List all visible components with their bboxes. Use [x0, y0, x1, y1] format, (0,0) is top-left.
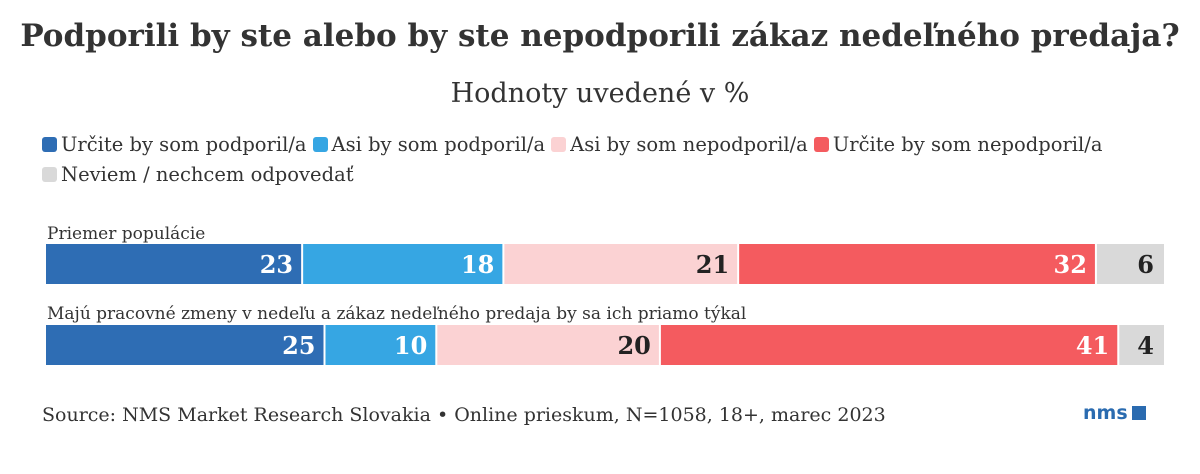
- logo-text: nms: [1083, 402, 1128, 424]
- row-label: Priemer populácie: [47, 224, 205, 244]
- legend-item: Určite by som nepodporil/a: [813, 132, 1103, 156]
- bar-segment: [46, 325, 324, 365]
- bar-segment: [739, 244, 1095, 284]
- legend-item: Asi by som podporil/a: [312, 132, 546, 156]
- legend-swatch: [312, 136, 328, 152]
- legend-item: Asi by som nepodporil/a: [551, 132, 808, 156]
- legend-label: Určite by som podporil/a: [61, 132, 307, 156]
- legend-swatch: [813, 136, 829, 152]
- bar-value-label: 32: [1054, 250, 1087, 279]
- bar-segment: [1119, 325, 1164, 365]
- bar-segment: [660, 325, 1118, 365]
- bar-value-label: 18: [461, 250, 494, 279]
- chart-legend: Určite by som podporil/a Asi by som podpo…: [42, 132, 1172, 186]
- bar-segment: [1096, 244, 1164, 284]
- legend-swatch: [42, 166, 57, 182]
- legend-label: Neviem / nechcem odpovedať: [61, 162, 354, 186]
- bar-value-label: 20: [617, 331, 650, 360]
- bar-value-label: 4: [1137, 331, 1154, 360]
- bar-segment: [504, 244, 738, 284]
- legend-label: Určite by som nepodporil/a: [832, 132, 1103, 156]
- bar-value-label: 21: [696, 250, 729, 279]
- bar-value-label: 10: [394, 331, 427, 360]
- legend-swatch: [551, 136, 567, 152]
- row-label: Majú pracovné zmeny v nedeľu a zákaz ned…: [47, 304, 746, 324]
- bar-segment: [303, 244, 503, 284]
- chart-title: Podporili by ste alebo by ste nepodporil…: [20, 18, 1180, 54]
- bar-value-label: 6: [1137, 250, 1154, 279]
- nms-logo: nms: [1083, 402, 1146, 424]
- bar-segment: [46, 244, 302, 284]
- bar-value-label: 41: [1076, 331, 1109, 360]
- legend-label: Asi by som nepodporil/a: [570, 132, 808, 156]
- legend-label: Asi by som podporil/a: [331, 132, 546, 156]
- bar-segment: [437, 325, 659, 365]
- bar-value-label: 25: [282, 331, 315, 360]
- chart-subtitle: Hodnoty uvedené v %: [450, 78, 750, 109]
- source-note: Source: NMS Market Research Slovakia • O…: [42, 404, 886, 426]
- legend-swatch: [42, 136, 57, 152]
- logo-square-icon: [1131, 406, 1146, 420]
- bar-value-label: 23: [260, 250, 293, 279]
- legend-item: Určite by som podporil/a: [42, 132, 307, 156]
- bar-segment: [325, 325, 436, 365]
- legend-item: Neviem / nechcem odpovedať: [42, 162, 354, 186]
